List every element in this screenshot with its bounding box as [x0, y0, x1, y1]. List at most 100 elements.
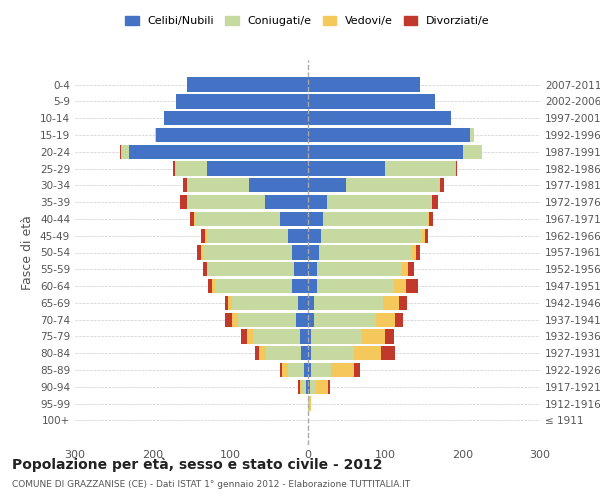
Bar — [308, 380, 310, 394]
Bar — [376, 312, 395, 327]
Bar — [208, 262, 293, 276]
Y-axis label: Fasce di età: Fasce di età — [22, 215, 34, 290]
Bar — [314, 312, 376, 327]
Bar — [302, 380, 306, 394]
Bar — [331, 363, 354, 377]
Bar — [175, 162, 176, 175]
Bar — [215, 279, 292, 293]
Bar — [406, 279, 418, 293]
Bar — [311, 363, 331, 377]
Bar — [308, 94, 436, 108]
Bar — [308, 195, 327, 210]
Bar — [308, 111, 451, 126]
Text: COMUNE DI GRAZZANISE (CE) - Dati ISTAT 1° gennaio 2012 - Elaborazione TUTTITALIA: COMUNE DI GRAZZANISE (CE) - Dati ISTAT 1… — [12, 480, 410, 489]
Bar — [399, 296, 407, 310]
Bar — [381, 346, 395, 360]
Bar — [308, 346, 311, 360]
Bar — [432, 195, 439, 210]
Bar — [385, 330, 394, 344]
Bar — [408, 262, 415, 276]
Bar — [197, 246, 202, 260]
Bar — [463, 144, 482, 159]
Bar — [266, 346, 301, 360]
Bar — [317, 279, 394, 293]
Bar — [308, 279, 317, 293]
Bar — [190, 212, 194, 226]
Bar — [229, 296, 232, 310]
Bar — [300, 380, 302, 394]
Bar — [455, 162, 457, 175]
Bar — [308, 128, 470, 142]
Bar — [298, 380, 300, 394]
Bar — [280, 363, 282, 377]
Bar — [288, 363, 304, 377]
Bar — [395, 312, 403, 327]
Bar — [309, 396, 311, 410]
Bar — [120, 144, 121, 159]
Bar — [327, 195, 431, 210]
Text: Popolazione per età, sesso e stato civile - 2012: Popolazione per età, sesso e stato civil… — [12, 458, 383, 472]
Bar — [416, 246, 420, 260]
Bar — [202, 246, 203, 260]
Bar — [310, 380, 316, 394]
Legend: Celibi/Nubili, Coniugati/e, Vedovi/e, Divorziati/e: Celibi/Nubili, Coniugati/e, Vedovi/e, Di… — [125, 16, 490, 26]
Bar — [317, 262, 402, 276]
Bar — [323, 212, 428, 226]
Bar — [308, 296, 314, 310]
Bar — [308, 228, 322, 243]
Bar — [293, 262, 308, 276]
Bar — [470, 128, 474, 142]
Bar — [183, 178, 187, 192]
Bar — [308, 78, 420, 92]
Bar — [253, 330, 300, 344]
Bar — [383, 296, 399, 310]
Bar — [298, 296, 308, 310]
Bar — [308, 363, 311, 377]
Bar — [202, 228, 205, 243]
Bar — [232, 312, 238, 327]
Bar — [308, 212, 323, 226]
Bar — [238, 312, 296, 327]
Bar — [422, 228, 425, 243]
Bar — [232, 296, 298, 310]
Bar — [354, 346, 381, 360]
Bar — [207, 262, 208, 276]
Bar — [311, 330, 362, 344]
Bar — [292, 246, 308, 260]
Bar — [292, 279, 308, 293]
Bar — [280, 212, 308, 226]
Bar — [259, 346, 266, 360]
Bar — [425, 228, 428, 243]
Bar — [205, 228, 207, 243]
Bar — [241, 330, 247, 344]
Bar — [187, 78, 308, 92]
Bar — [346, 178, 439, 192]
Bar — [319, 246, 412, 260]
Bar — [207, 228, 288, 243]
Bar — [157, 128, 308, 142]
Bar — [176, 162, 207, 175]
Bar — [308, 162, 385, 175]
Bar — [354, 363, 360, 377]
Bar — [194, 212, 195, 226]
Bar — [296, 312, 308, 327]
Bar — [308, 144, 463, 159]
Bar — [322, 228, 422, 243]
Bar — [208, 279, 212, 293]
Bar — [439, 178, 440, 192]
Bar — [288, 228, 308, 243]
Bar — [173, 162, 175, 175]
Bar — [308, 246, 319, 260]
Bar — [311, 346, 354, 360]
Bar — [265, 195, 308, 210]
Bar — [203, 262, 207, 276]
Bar — [207, 162, 308, 175]
Bar — [428, 212, 429, 226]
Bar — [402, 262, 408, 276]
Bar — [308, 178, 346, 192]
Bar — [412, 246, 416, 260]
Bar — [187, 195, 265, 210]
Bar — [195, 212, 280, 226]
Bar — [212, 279, 215, 293]
Bar — [203, 246, 292, 260]
